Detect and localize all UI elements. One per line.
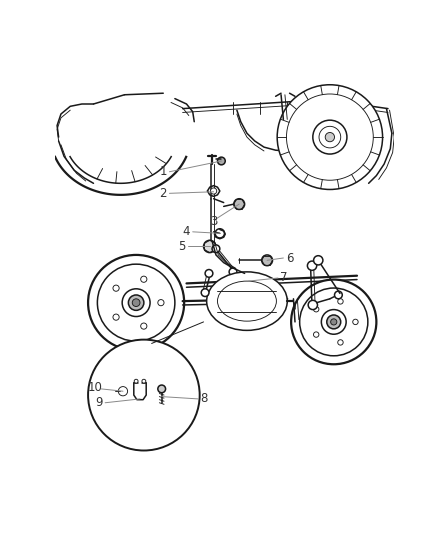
Text: 2: 2	[159, 187, 167, 200]
Circle shape	[118, 386, 127, 396]
Circle shape	[88, 255, 184, 350]
Circle shape	[321, 310, 346, 334]
Circle shape	[158, 300, 164, 306]
Circle shape	[212, 245, 220, 253]
Circle shape	[122, 289, 150, 317]
Ellipse shape	[207, 272, 287, 330]
Circle shape	[97, 264, 175, 341]
Text: 3: 3	[210, 215, 217, 228]
Text: 1: 1	[159, 165, 167, 178]
Circle shape	[201, 289, 209, 296]
Circle shape	[211, 188, 217, 194]
Circle shape	[331, 319, 337, 325]
Circle shape	[335, 291, 342, 299]
Circle shape	[314, 332, 319, 337]
Circle shape	[88, 340, 200, 450]
Circle shape	[158, 385, 166, 393]
Circle shape	[132, 299, 140, 306]
Circle shape	[353, 319, 358, 325]
Circle shape	[218, 157, 225, 165]
Circle shape	[234, 199, 245, 209]
FancyBboxPatch shape	[114, 381, 131, 401]
Text: 5: 5	[178, 240, 186, 253]
Circle shape	[307, 261, 317, 270]
Ellipse shape	[218, 281, 276, 321]
Circle shape	[291, 280, 376, 364]
Circle shape	[338, 298, 343, 304]
Circle shape	[277, 85, 382, 189]
Circle shape	[300, 288, 368, 356]
Text: 4: 4	[183, 225, 190, 238]
Circle shape	[229, 268, 237, 276]
Circle shape	[261, 255, 272, 265]
Circle shape	[113, 285, 119, 291]
Circle shape	[327, 315, 341, 329]
Text: 8: 8	[201, 392, 208, 406]
Circle shape	[286, 94, 373, 180]
Text: 9: 9	[95, 396, 102, 409]
Circle shape	[141, 323, 147, 329]
Circle shape	[113, 314, 119, 320]
Text: 7: 7	[279, 271, 287, 284]
Circle shape	[215, 229, 224, 238]
Circle shape	[134, 379, 138, 383]
Circle shape	[338, 340, 343, 345]
Circle shape	[319, 126, 341, 148]
Circle shape	[142, 379, 146, 383]
Circle shape	[128, 295, 144, 310]
Circle shape	[141, 276, 147, 282]
Text: 6: 6	[286, 252, 293, 264]
Circle shape	[325, 133, 335, 142]
Circle shape	[205, 270, 213, 277]
Circle shape	[313, 120, 347, 154]
Circle shape	[308, 301, 318, 310]
Circle shape	[204, 240, 216, 253]
Circle shape	[314, 306, 319, 312]
Circle shape	[314, 256, 323, 265]
Text: 10: 10	[88, 381, 102, 394]
